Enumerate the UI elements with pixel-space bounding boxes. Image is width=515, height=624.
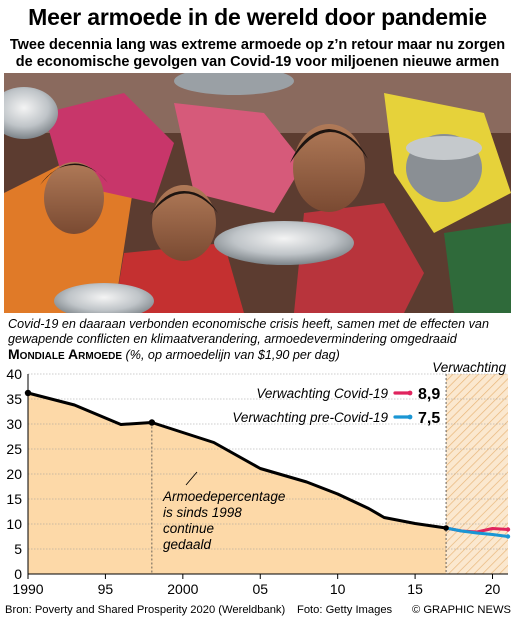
caption-line-2: gewapende conflicten en klimaatveranderi… [8, 332, 457, 346]
y-tick-label: 20 [6, 466, 22, 482]
y-tick-label: 40 [6, 366, 22, 382]
point-1990 [24, 389, 32, 397]
x-tick-label: 2000 [167, 581, 198, 597]
x-tick-label: 1990 [12, 581, 43, 597]
source-text: Bron: Poverty and Shared Prosperity 2020… [5, 604, 286, 616]
x-tick-label: 15 [407, 581, 423, 597]
area-fill [28, 393, 447, 574]
chart-caption: Covid-19 en daaraan verbonden economisch… [8, 317, 508, 347]
legend-value: 7,5 [418, 410, 440, 427]
subtitle-line-1: Twee decennia lang was extreme armoede o… [9, 37, 506, 53]
legend-value: 8,9 [418, 386, 440, 403]
y-tick-label: 0 [14, 566, 22, 582]
x-tick-label: 20 [485, 581, 501, 597]
annotation-pointer [185, 471, 198, 486]
chart-title-main: Mondiale Armoede [8, 346, 123, 362]
page-title: Meer armoede in de wereld door pandemie [28, 4, 487, 30]
copyright-credit: © GRAPHIC NEWS [412, 604, 511, 616]
y-tick-label: 35 [6, 391, 22, 407]
point-2017 [443, 525, 449, 531]
photo-credit: Foto: Getty Images [297, 604, 393, 616]
forecast-label: Verwachting [432, 360, 506, 375]
y-tick-label: 25 [6, 441, 22, 457]
series-endpoint [505, 534, 511, 539]
annotation-line: gedaald [163, 537, 212, 552]
x-tick-label: 10 [330, 581, 346, 597]
caption-line-1: Covid-19 en daaraan verbonden economisch… [8, 317, 489, 331]
legend-swatch-dot [407, 390, 413, 396]
news-photo [4, 73, 511, 313]
x-tick-label: 05 [252, 581, 268, 597]
forecast-region [446, 374, 508, 574]
legend-label: Verwachting Covid-19 [256, 386, 388, 401]
legend-label: Verwachting pre-Covid-19 [232, 410, 388, 425]
series-line-forecast [444, 526, 510, 538]
annotation-line: is sinds 1998 [163, 505, 242, 520]
x-tick-label: 95 [98, 581, 114, 597]
annotation-line: continue [163, 521, 214, 536]
chart-unit-label: (%, op armoedelijn van $1,90 per dag) [125, 348, 340, 362]
y-tick-label: 5 [14, 541, 22, 557]
point-1998 [148, 419, 156, 426]
y-tick-label: 30 [6, 416, 22, 432]
series-endpoint [505, 527, 511, 532]
y-tick-label: 10 [6, 516, 22, 532]
y-tick-label: 15 [6, 491, 22, 507]
subtitle-line-2: de economische gevolgen van Covid-19 voo… [15, 54, 500, 70]
annotation-line: Armoedepercentage [162, 489, 285, 504]
chart-title: Mondiale Armoede (%, op armoedelijn van … [8, 347, 340, 363]
legend-swatch-dot [407, 414, 413, 420]
series-line-main [26, 391, 448, 530]
